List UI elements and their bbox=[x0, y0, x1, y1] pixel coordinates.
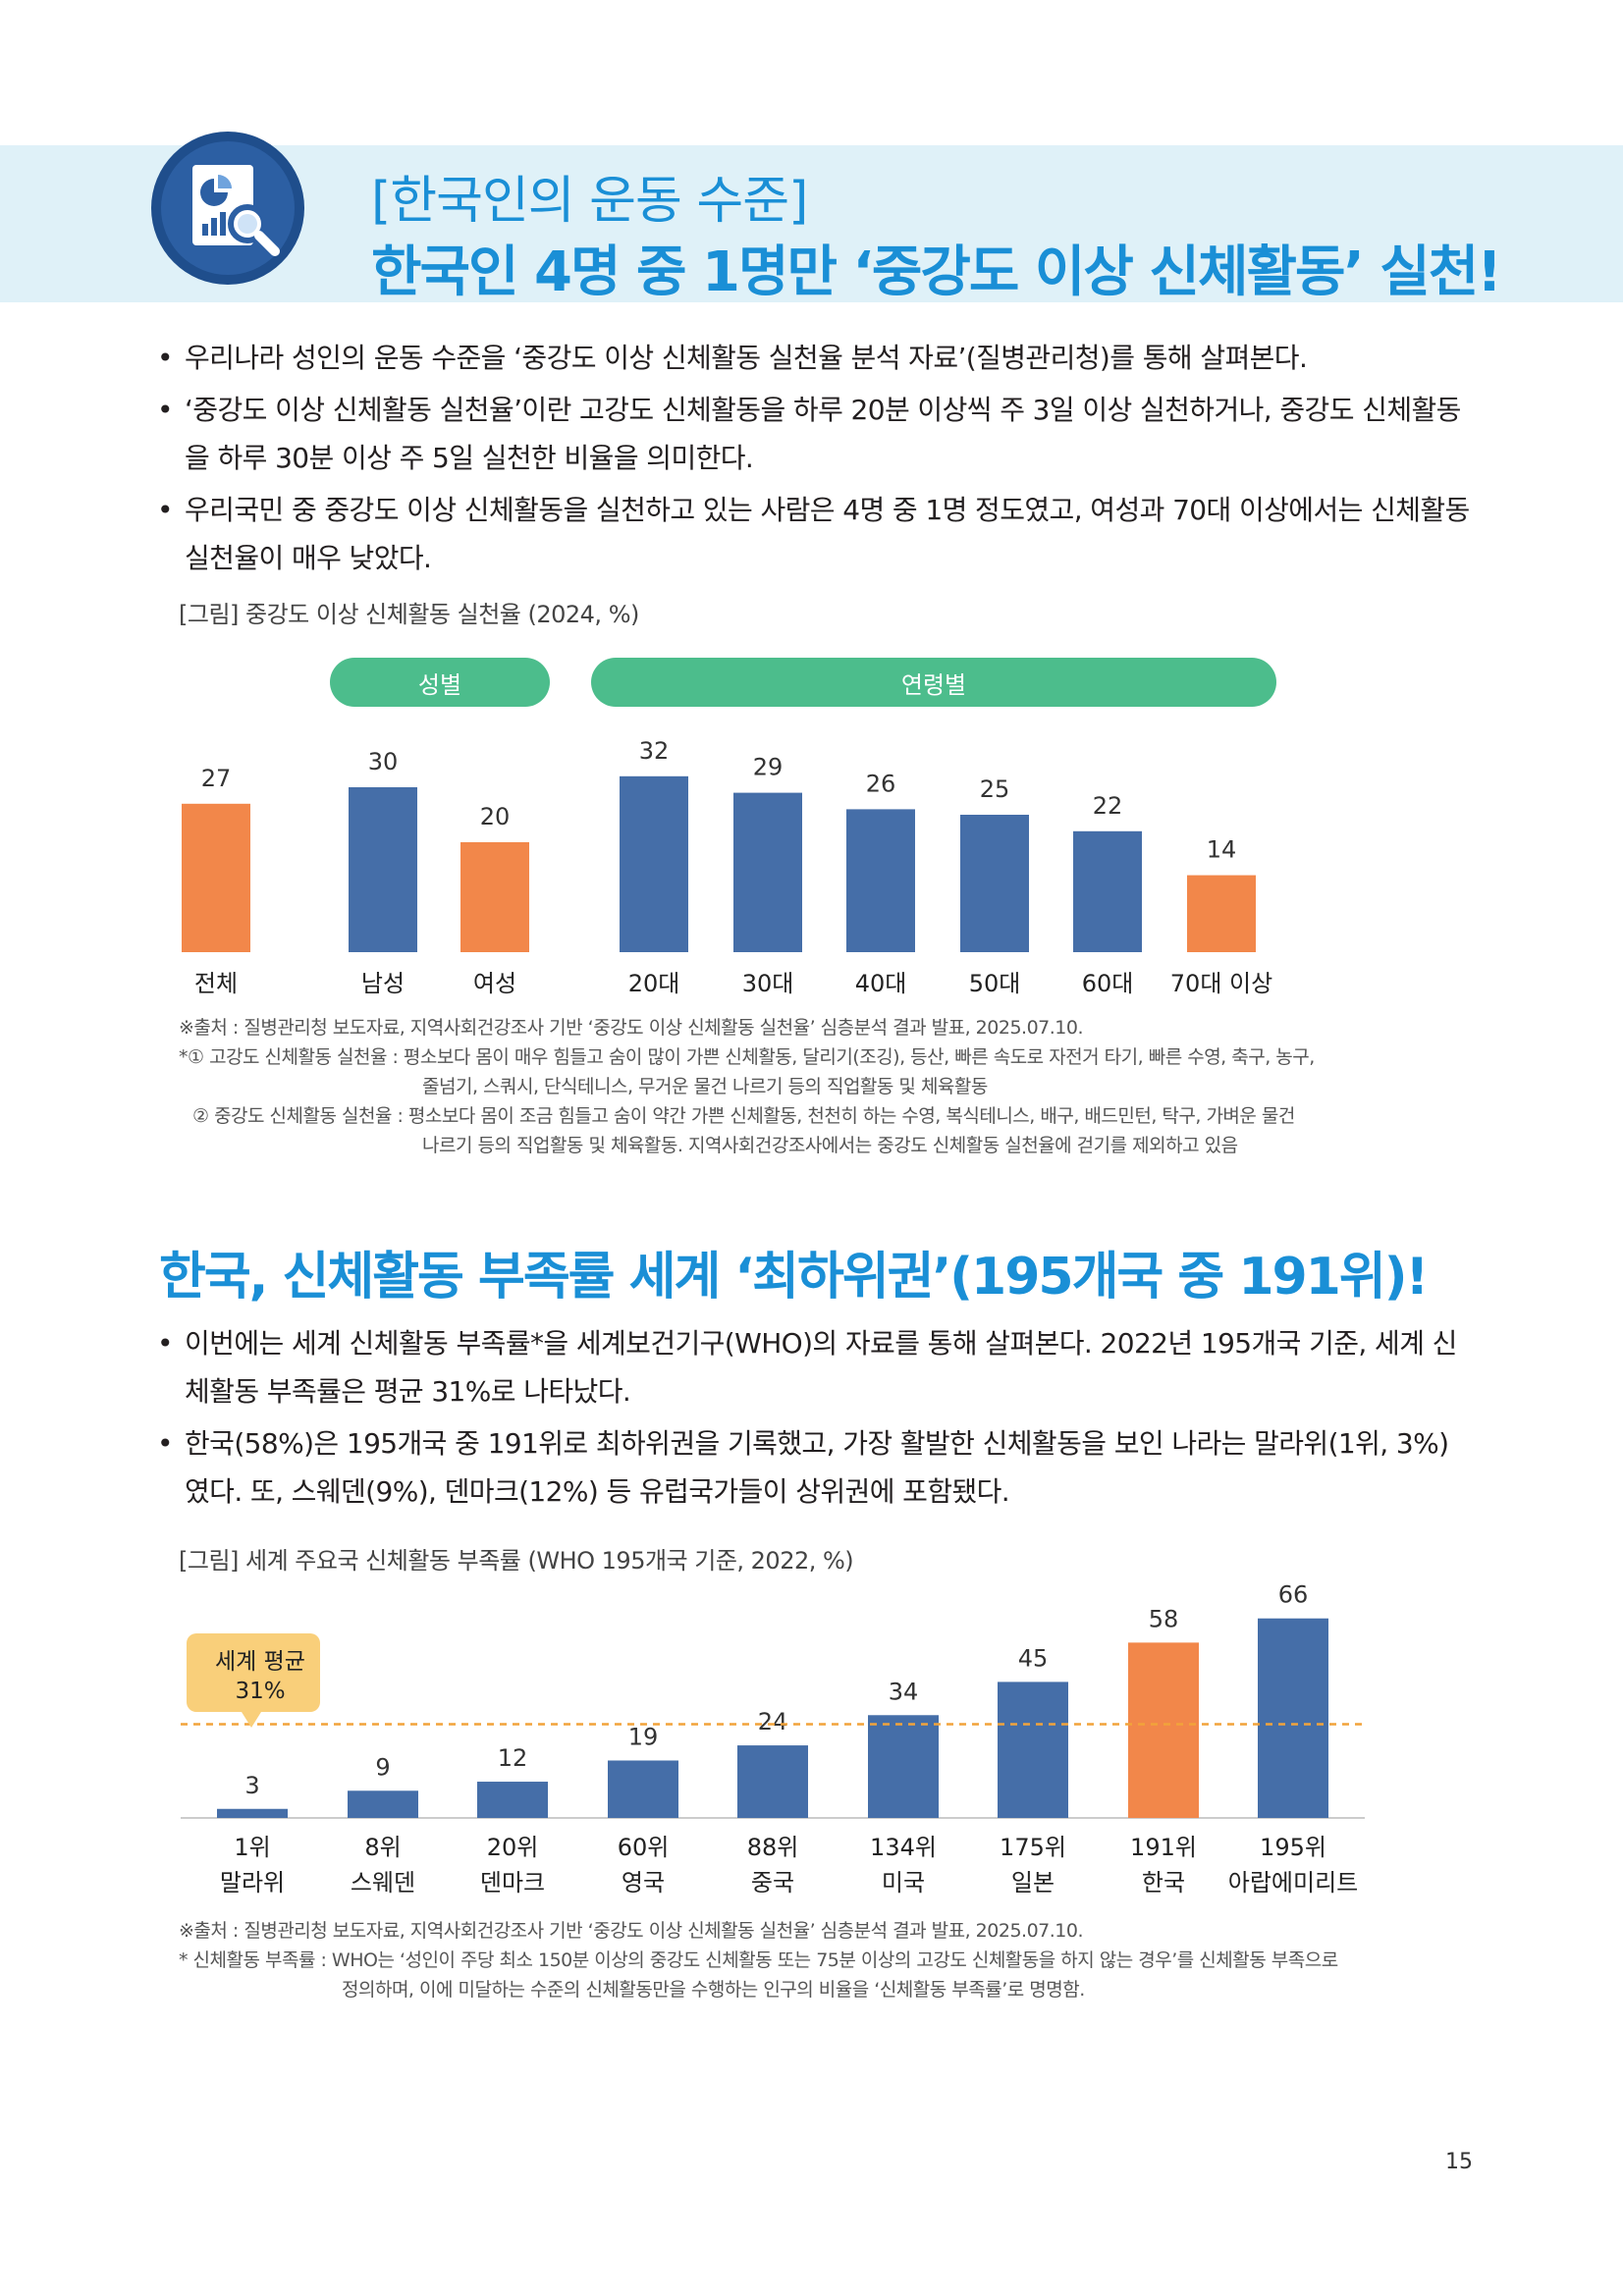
data-label: 66 bbox=[1278, 1581, 1309, 1609]
x-tick-country: 아랍에미리트 bbox=[1228, 1869, 1358, 1896]
figure1-notes: ※출처 : 질병관리청 보도자료, 지역사회건강조사 기반 ‘중강도 이상 신체… bbox=[179, 1013, 1315, 1160]
x-tick-country: 스웨덴 bbox=[351, 1869, 415, 1896]
bar-말라위 bbox=[217, 1808, 288, 1818]
data-label: 27 bbox=[201, 765, 232, 792]
x-tick-label: 남성 bbox=[361, 970, 405, 997]
data-label: 34 bbox=[889, 1678, 919, 1705]
x-tick-label: 40대 bbox=[855, 970, 907, 997]
header-title: 한국인 4명 중 1명만 ‘중강도 이상 신체활동’ 실천! bbox=[371, 240, 1502, 304]
data-label: 45 bbox=[1018, 1644, 1049, 1672]
figure2-caption: [그림] 세계 주요국 신체활동 부족률 (WHO 195개국 기준, 2022… bbox=[179, 1547, 854, 1575]
data-label: 58 bbox=[1149, 1605, 1179, 1632]
bar-일본 bbox=[998, 1682, 1068, 1818]
data-label: 19 bbox=[628, 1723, 659, 1750]
bar-40대 bbox=[846, 809, 915, 952]
note-line: ② 중강도 신체활동 실천율 : 평소보다 몸이 조금 힘들고 숨이 약간 가쁜… bbox=[192, 1105, 1295, 1127]
data-label: 3 bbox=[244, 1772, 259, 1799]
group-pill-age: 연령별 bbox=[591, 658, 1276, 707]
note-line: ※출처 : 질병관리청 보도자료, 지역사회건강조사 기반 ‘중강도 이상 신체… bbox=[179, 1920, 1084, 1942]
x-tick-country: 한국 bbox=[1142, 1869, 1185, 1896]
x-tick-rank: 1위 bbox=[234, 1834, 270, 1861]
bar-60대 bbox=[1073, 830, 1142, 952]
x-tick-country: 말라위 bbox=[220, 1869, 285, 1896]
group-pill-gender: 성별 bbox=[330, 658, 550, 707]
world-average-callout bbox=[187, 1633, 320, 1728]
data-label: 29 bbox=[753, 754, 784, 781]
bullet-item: 우리국민 중 중강도 이상 신체활동을 실천하고 있는 사람은 4명 중 1명 … bbox=[157, 486, 1473, 582]
x-tick-rank: 195위 bbox=[1260, 1834, 1326, 1861]
bar-30대 bbox=[733, 792, 802, 952]
data-label: 24 bbox=[758, 1708, 788, 1735]
figure2-notes: ※출처 : 질병관리청 보도자료, 지역사회건강조사 기반 ‘중강도 이상 신체… bbox=[179, 1916, 1338, 2004]
bar-덴마크 bbox=[477, 1782, 548, 1818]
data-label: 32 bbox=[639, 737, 670, 765]
x-tick-label: 30대 bbox=[742, 970, 794, 997]
note-line: ※출처 : 질병관리청 보도자료, 지역사회건강조사 기반 ‘중강도 이상 신체… bbox=[179, 1017, 1084, 1039]
bar-여성 bbox=[460, 842, 529, 952]
bar-50대 bbox=[960, 815, 1029, 952]
bullet-item: 한국(58%)은 195개국 중 191위로 최하위권을 기록했고, 가장 활발… bbox=[157, 1419, 1473, 1516]
figure1-caption: [그림] 중강도 이상 신체활동 실천율 (2024, %) bbox=[179, 601, 639, 628]
bar-아랍에미리트 bbox=[1258, 1618, 1328, 1818]
world-average-label: 세계 평균 bbox=[215, 1649, 305, 1675]
x-tick-rank: 175위 bbox=[1000, 1834, 1066, 1861]
x-tick-label: 70대 이상 bbox=[1170, 970, 1272, 997]
bar-미국 bbox=[868, 1715, 939, 1818]
bullet-item: 이번에는 세계 신체활동 부족률*을 세계보건기구(WHO)의 자료를 통해 살… bbox=[157, 1319, 1473, 1415]
bar-영국 bbox=[608, 1760, 678, 1818]
bar-남성 bbox=[349, 787, 417, 952]
x-tick-rank: 20위 bbox=[487, 1834, 539, 1861]
note-line: *① 고강도 신체활동 실천율 : 평소보다 몸이 매우 힘들고 숨이 많이 가… bbox=[179, 1046, 1315, 1068]
x-tick-rank: 88위 bbox=[747, 1834, 799, 1861]
note-line: 정의하며, 이에 미달하는 수준의 신체활동만을 수행하는 인구의 비율을 ‘신… bbox=[342, 1979, 1085, 2001]
section1-bullets: 우리나라 성인의 운동 수준을 ‘중강도 이상 신체활동 실천율 분석 자료’(… bbox=[157, 334, 1473, 586]
data-label: 25 bbox=[980, 775, 1010, 803]
data-label: 14 bbox=[1207, 836, 1237, 864]
physical-activity-rate-chart: 27 전체 30 남성 20 여성 32 20대 29 30대 26 40대 25 50대 22 60대 14 7… bbox=[182, 737, 1272, 997]
x-tick-label: 60대 bbox=[1082, 970, 1134, 997]
x-tick-label: 전체 bbox=[194, 970, 238, 997]
x-tick-label: 20대 bbox=[628, 970, 680, 997]
bar-전체 bbox=[182, 803, 250, 952]
note-line: * 신체활동 부족률 : WHO는 ‘성인이 주당 최소 150분 이상의 중강… bbox=[179, 1949, 1338, 1971]
x-tick-rank: 134위 bbox=[870, 1834, 937, 1861]
x-tick-label: 여성 bbox=[473, 970, 516, 997]
section2-bullets: 이번에는 세계 신체활동 부족률*을 세계보건기구(WHO)의 자료를 통해 살… bbox=[157, 1319, 1473, 1520]
data-label: 22 bbox=[1093, 792, 1123, 820]
bar-스웨덴 bbox=[348, 1790, 418, 1818]
x-tick-country: 중국 bbox=[751, 1869, 794, 1896]
bar-한국 bbox=[1128, 1642, 1199, 1818]
data-label: 26 bbox=[866, 770, 896, 797]
note-line: 나르기 등의 직업활동 및 체육활동. 지역사회건강조사에서는 중강도 신체활동… bbox=[422, 1135, 1238, 1156]
page-number: 15 bbox=[1445, 2150, 1473, 2174]
data-label: 12 bbox=[498, 1744, 528, 1772]
x-tick-country: 미국 bbox=[882, 1869, 925, 1896]
x-tick-country: 일본 bbox=[1011, 1869, 1055, 1896]
header-subtitle: [한국인의 운동 수준] bbox=[371, 172, 808, 231]
x-tick-rank: 60위 bbox=[618, 1834, 670, 1861]
x-tick-country: 덴마크 bbox=[480, 1869, 545, 1896]
x-tick-label: 50대 bbox=[969, 970, 1021, 997]
x-tick-rank: 191위 bbox=[1130, 1834, 1197, 1861]
x-tick-rank: 8위 bbox=[364, 1834, 401, 1861]
bullet-item: 우리나라 성인의 운동 수준을 ‘중강도 이상 신체활동 실천율 분석 자료’(… bbox=[157, 334, 1473, 382]
bullet-item: ‘중강도 이상 신체활동 실천율’이란 고강도 신체활동을 하루 20분 이상씩… bbox=[157, 386, 1473, 482]
bar-중국 bbox=[737, 1745, 808, 1818]
section2-title: 한국, 신체활동 부족률 세계 ‘최하위권’(195개국 중 191위)! bbox=[159, 1248, 1429, 1307]
x-tick-country: 영국 bbox=[622, 1869, 665, 1896]
chart-magnifier-icon bbox=[149, 130, 306, 287]
bar-20대 bbox=[620, 775, 688, 952]
bar-70대 이상 bbox=[1187, 875, 1256, 952]
note-line: 줄넘기, 스쿼시, 단식테니스, 무거운 물건 나르기 등의 직업활동 및 체육… bbox=[422, 1076, 988, 1097]
data-label: 30 bbox=[368, 748, 399, 775]
world-average-value: 31% bbox=[235, 1679, 285, 1704]
data-label: 20 bbox=[480, 803, 511, 830]
data-label: 9 bbox=[375, 1753, 390, 1781]
